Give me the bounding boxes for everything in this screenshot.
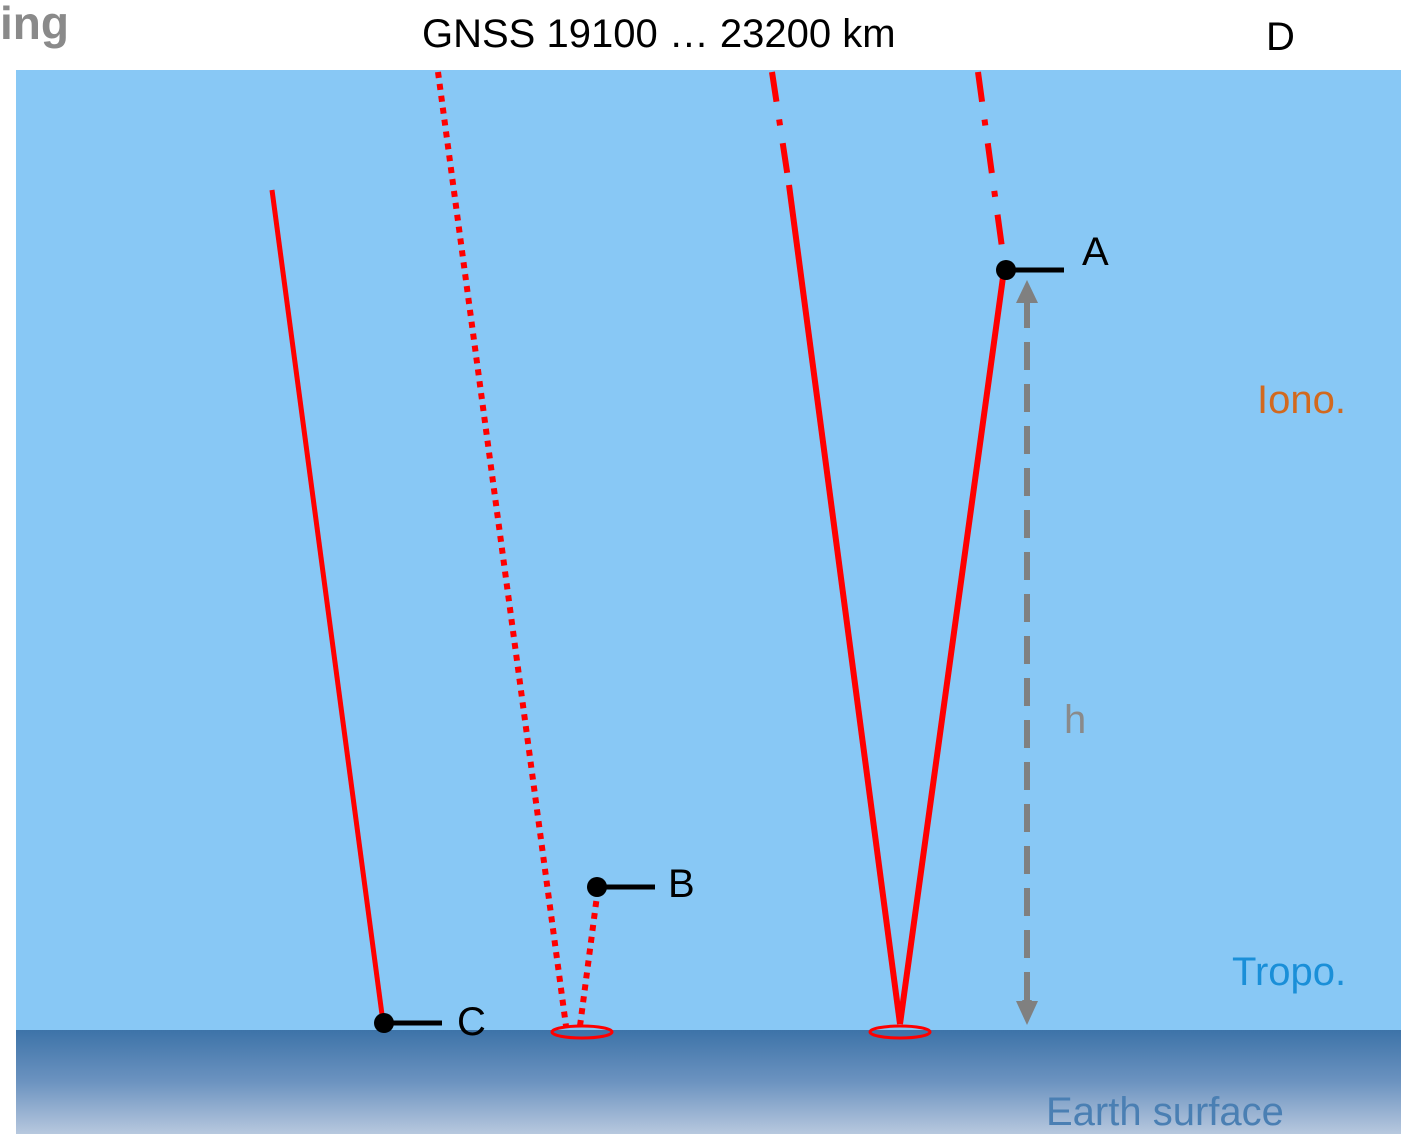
ionosphere-label: Iono.	[1257, 378, 1346, 422]
point-label-c: C	[457, 1000, 486, 1044]
signal-path-a-incoming-far	[769, 71, 792, 186]
specular-point-a	[868, 1024, 932, 1040]
height-arrow-head-top	[1016, 280, 1038, 303]
point-label-b: B	[668, 862, 695, 906]
gnss-altitude-label: GNSS 19100 … 23200 km	[422, 12, 896, 56]
point-label-d: D	[1266, 15, 1295, 59]
signal-path-c	[269, 189, 386, 1023]
earth-surface-label: Earth surface	[1046, 1090, 1284, 1134]
earth-surface-band	[16, 1030, 1401, 1134]
signal-path-a-reflected	[897, 269, 1007, 1025]
signal-path-a-reflected-far	[975, 71, 1007, 263]
signal-path-b-incoming	[435, 71, 569, 1027]
point-label-a: A	[1082, 230, 1109, 274]
title-fragment: ing	[0, 0, 69, 49]
signal-path-a-incoming	[786, 184, 903, 1025]
height-arrow-head-bottom	[1016, 1001, 1038, 1025]
troposphere-label: Tropo.	[1232, 950, 1347, 994]
atmosphere-band	[16, 70, 1401, 1030]
specular-point-b	[550, 1024, 614, 1040]
height-label: h	[1064, 698, 1087, 742]
